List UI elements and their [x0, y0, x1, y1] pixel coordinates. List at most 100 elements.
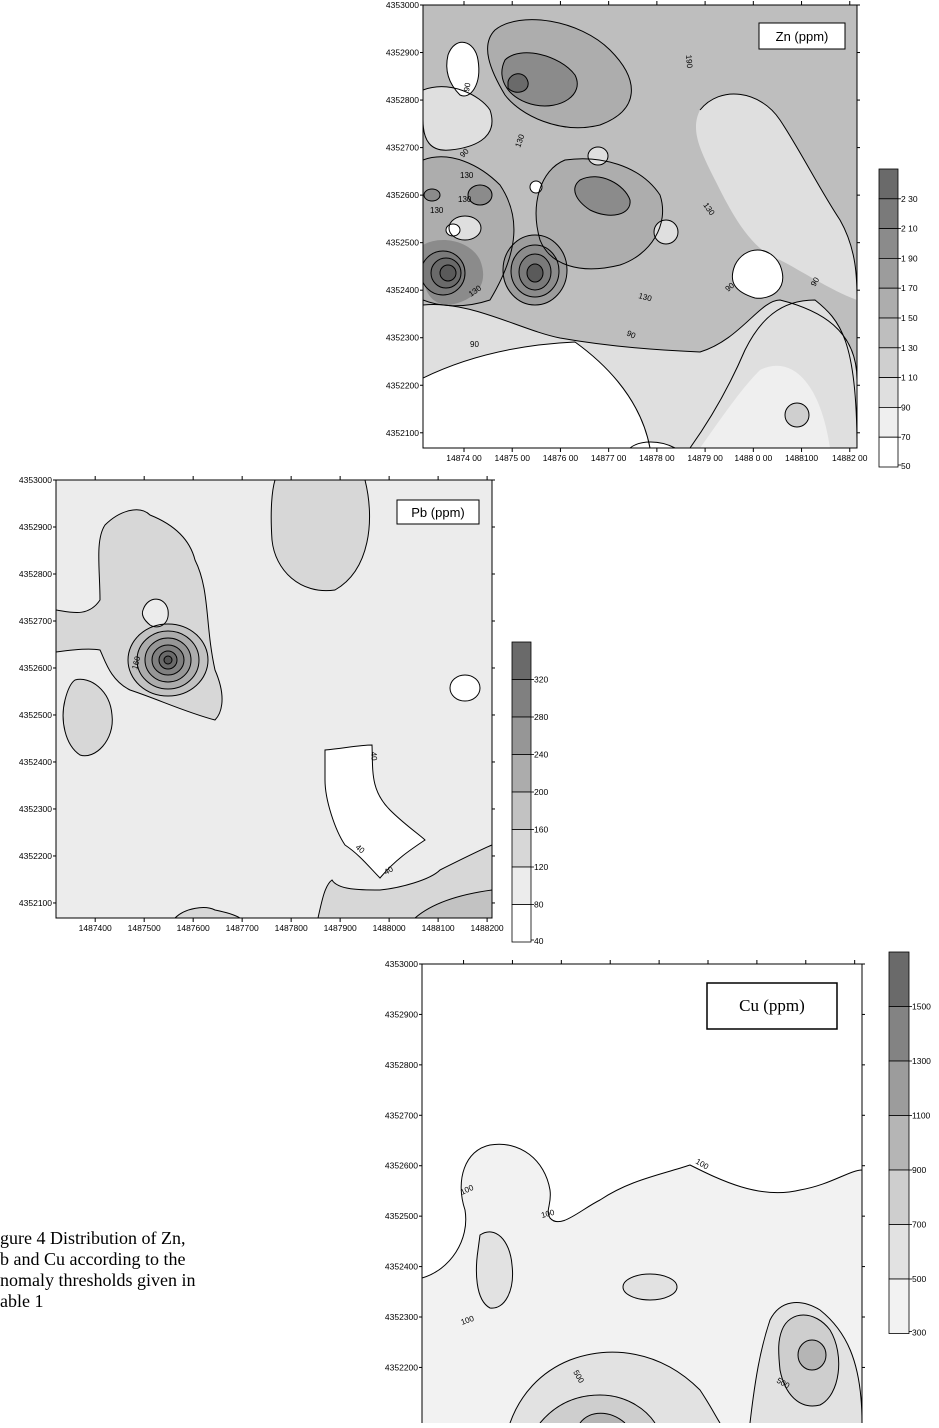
- pb-y-tick-label: 4352500: [19, 710, 52, 720]
- cu-legend-label: 900: [912, 1165, 926, 1175]
- figure-caption: gure 4 Distribution of Zn, b and Cu acco…: [0, 1228, 330, 1312]
- zn-x-tick-label: 14882 00: [832, 453, 868, 463]
- cu-y-axis: 4353000 4352900 4352800 4352700 4352600 43525…: [385, 959, 865, 1372]
- cu-legend: 1500 1300 1100 900 700 500 300: [888, 951, 931, 1338]
- zn-legend-label: 90: [901, 402, 911, 412]
- zn-legend-swatch: [878, 377, 899, 408]
- zn-legend-swatch: [878, 228, 899, 259]
- zn-y-tick-label: 4352500: [386, 238, 419, 248]
- cu-title: Cu (ppm): [739, 996, 805, 1015]
- pb-x-tick-label: 1488200: [471, 923, 504, 933]
- cu-band-900-east: [798, 1340, 826, 1370]
- zn-legend-swatch: [878, 317, 899, 349]
- pb-legend-swatch: [511, 829, 532, 868]
- pb-x-tick-label: 1488000: [373, 923, 406, 933]
- pb-y-tick-label: 4352900: [19, 522, 52, 532]
- pb-x-tick-label: 1487500: [128, 923, 161, 933]
- pb-y-tick-label: 4352100: [19, 898, 52, 908]
- cu-clabel: 100: [540, 1208, 556, 1220]
- zn-x-tick-label: 14878 00: [639, 453, 675, 463]
- zn-legend-label: 2 30: [901, 194, 918, 204]
- caption-line: b and Cu according to the: [0, 1249, 186, 1269]
- zn-y-tick-label: 4352400: [386, 285, 419, 295]
- cu-legend-swatch: [888, 1115, 910, 1171]
- zn-clabel: 190: [684, 54, 694, 69]
- pb-clabel: 160: [130, 655, 142, 671]
- zn-low-east: [732, 250, 783, 299]
- pb-low-east: [450, 675, 480, 701]
- zn-y-axis: 4353000 4352900 4352800 4352700 4352600 43525…: [386, 0, 860, 438]
- zn-legend-swatch: [878, 198, 899, 230]
- zn-low-south: [630, 442, 675, 448]
- cu-legend-swatch: [888, 1169, 910, 1225]
- pb-legend-label: 120: [534, 862, 548, 872]
- caption-line: gure 4 Distribution of Zn,: [0, 1228, 186, 1248]
- pb-legend-swatch: [511, 791, 532, 830]
- zn-legend-label: 2 10: [901, 224, 918, 234]
- pb-band-s-3: [415, 890, 492, 918]
- cu-legend-label: 500: [912, 1274, 926, 1284]
- cu-y-tick-label: 4352900: [385, 1009, 418, 1019]
- cu-legend-label: 700: [912, 1220, 926, 1230]
- zn-contour-fill: [423, 5, 857, 448]
- cu-legend-label: 300: [912, 1328, 926, 1338]
- zn-legend-label: 1 10: [901, 373, 918, 383]
- cu-title-box: [706, 982, 838, 1030]
- cu-y-tick-label: 4352700: [385, 1110, 418, 1120]
- zn-x-tick-label: 1488100: [785, 453, 818, 463]
- zn-ring-sw-3: [440, 265, 456, 281]
- zn-y-tick-label: 4352800: [386, 95, 419, 105]
- zn-legend: 2 30 2 10 1 90 1 70 1 50 1 30 1 10 90 70 50: [878, 168, 918, 471]
- pb-y-tick-label: 4353000: [19, 475, 52, 485]
- cu-y-tick-label: 4352200: [385, 1362, 418, 1372]
- zn-clabel: 130: [458, 195, 472, 204]
- zn-clabel: 130: [513, 133, 526, 149]
- zn-clabel: 90: [470, 340, 479, 349]
- zn-x-tick-label: 14874 00: [446, 453, 482, 463]
- pb-map: 160 40 40 40 435300043529004352800435270…: [19, 475, 549, 946]
- zn-clabel: 130: [460, 171, 474, 180]
- cu-y-tick-label: 4352500: [385, 1211, 418, 1221]
- pb-y-axis: 4353000 4352900 4352800 4352700 4352600 43525…: [19, 475, 495, 908]
- pb-legend-label: 320: [534, 675, 548, 685]
- cu-y-tick-label: 4352400: [385, 1262, 418, 1272]
- zn-y-tick-label: 4352200: [386, 380, 419, 390]
- pb-x-tick-label: 1488100: [422, 923, 455, 933]
- cu-band-west-high: [476, 1231, 513, 1309]
- pb-x-axis: 1487400 1487500 1487600 1487700 1487800 14879…: [79, 476, 504, 933]
- pb-y-tick-label: 4352300: [19, 804, 52, 814]
- cu-legend-label: 1300: [912, 1056, 931, 1066]
- zn-clabel: 130: [637, 291, 653, 303]
- pb-contour-fill: [56, 480, 492, 918]
- cu-legend-swatch: [888, 1060, 910, 1116]
- cu-map: 100 100 100 100 500 500 4353000435290043…: [385, 951, 931, 1428]
- pb-x-tick-label: 1487800: [275, 923, 308, 933]
- pb-legend-swatch: [511, 754, 532, 793]
- zn-y-tick-label: 4353000: [386, 0, 419, 10]
- zn-legend-label: 1 50: [901, 313, 918, 323]
- zn-legend-swatch: [878, 287, 899, 319]
- pb-y-tick-label: 4352200: [19, 851, 52, 861]
- zn-spot-se: [785, 403, 809, 427]
- cu-legend-swatch: [888, 1224, 910, 1280]
- zn-legend-label: 1 70: [901, 283, 918, 293]
- zn-y-tick-label: 4352300: [386, 333, 419, 343]
- cu-y-tick-label: 4352800: [385, 1060, 418, 1070]
- pb-legend-swatch: [511, 679, 532, 718]
- zn-legend-label: 1 30: [901, 343, 918, 353]
- pb-y-tick-label: 4352800: [19, 569, 52, 579]
- cu-contour-lines: [422, 1143, 862, 1424]
- zn-x-tick-label: 14876 00: [543, 453, 579, 463]
- pb-legend-label: 240: [534, 750, 548, 760]
- cu-band-700-south: [540, 1395, 655, 1423]
- zn-x-tick-label: 14875 00: [494, 453, 530, 463]
- zn-y-tick-label: 4352600: [386, 190, 419, 200]
- cu-legend-label: 1100: [912, 1111, 931, 1121]
- pb-legend-swatch: [511, 716, 532, 755]
- zn-map: 90 130 130 130 130 130 190 130 90 130 90…: [386, 0, 918, 471]
- pb-band-sw: [63, 679, 113, 756]
- caption-line: nomaly thresholds given in: [0, 1270, 196, 1290]
- zn-y-tick-label: 4352100: [386, 428, 419, 438]
- zn-ring-c-4: [527, 264, 543, 282]
